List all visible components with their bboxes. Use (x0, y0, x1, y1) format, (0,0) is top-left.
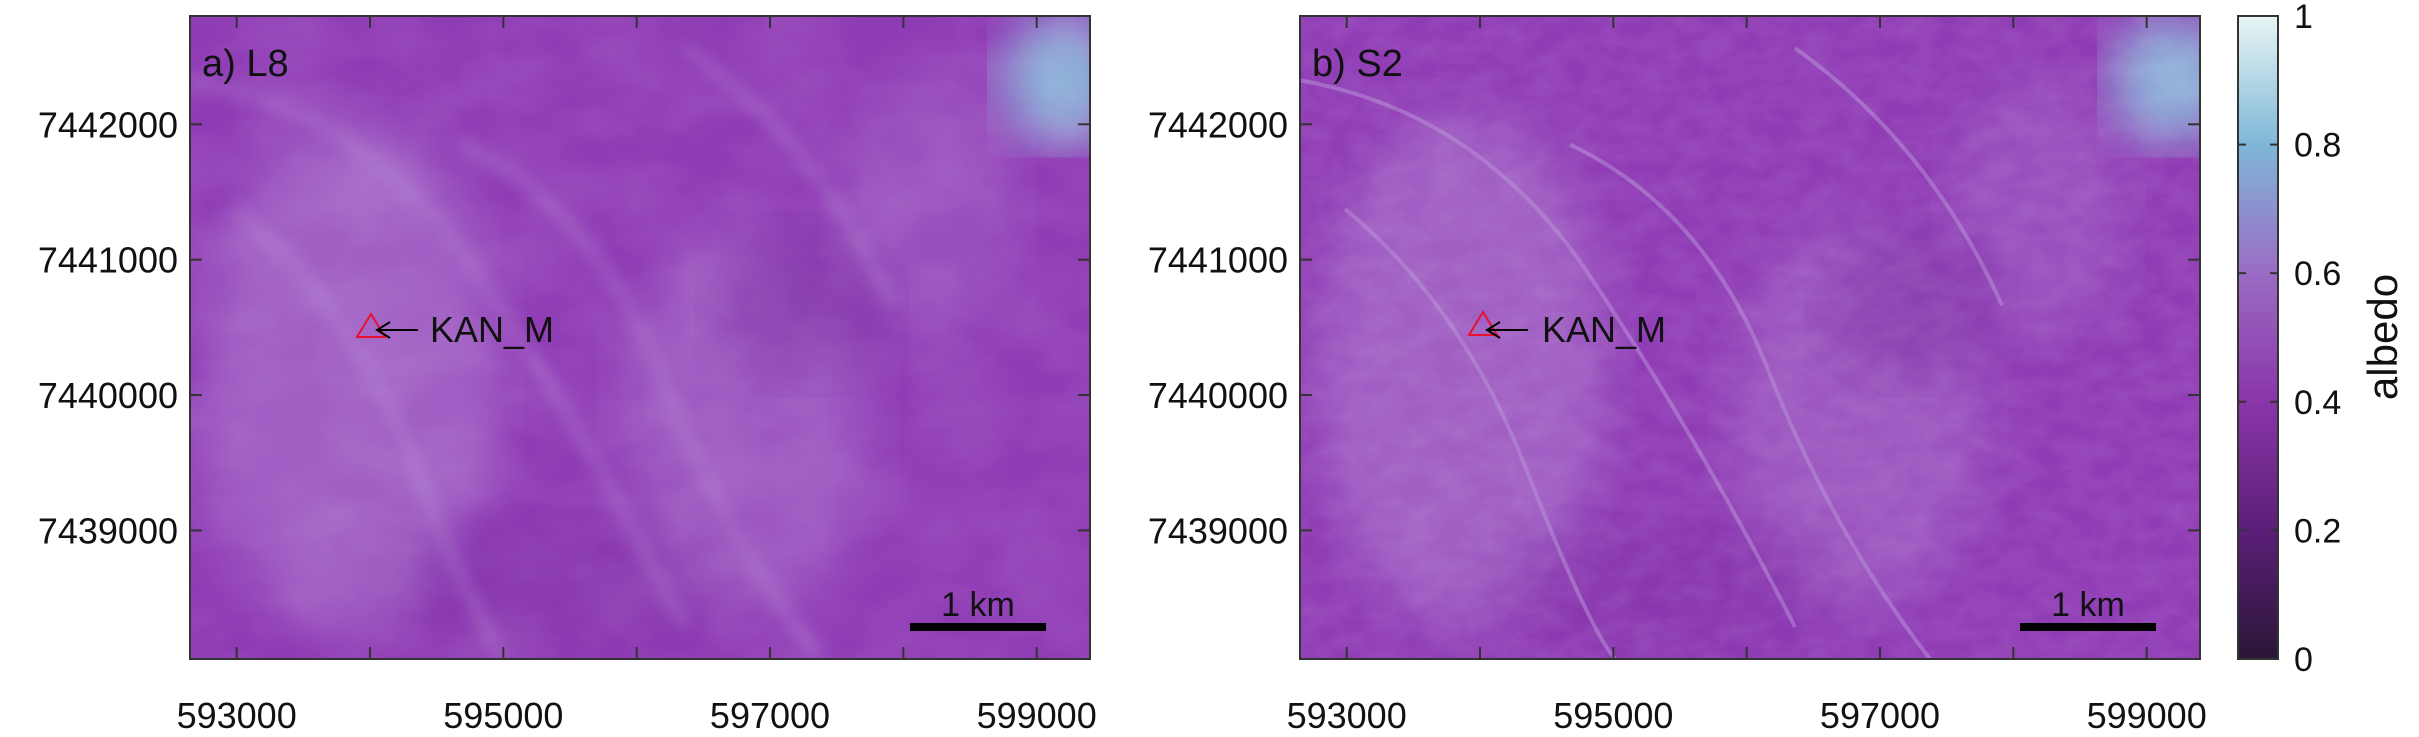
x-tick-label: 599000 (977, 695, 1097, 732)
x-tick-label: 595000 (1553, 695, 1673, 732)
colorbar-label: albedo (2359, 274, 2406, 400)
x-tick-label: 599000 (2087, 695, 2207, 732)
y-tick-label: 7440000 (38, 375, 178, 416)
y-tick-label: 7441000 (38, 240, 178, 281)
surface-features-s2 (1300, 16, 2200, 659)
colorbar-ramp (2237, 15, 2279, 660)
y-tick-label: 7440000 (1148, 375, 1288, 416)
colorbar-tick-label: 0.2 (2294, 512, 2341, 550)
surface-features-l8 (190, 16, 1090, 659)
colorbar-tick-label: 0.6 (2294, 255, 2341, 293)
scale-bar-s2 (2020, 623, 2156, 631)
y-tick-label: 7442000 (1148, 104, 1288, 145)
x-axis-ticks-s2: 593000 595000 597000 599000 (1287, 16, 2207, 736)
colorbar-tick-label: 1 (2294, 0, 2313, 36)
x-tick-label: 593000 (1287, 695, 1407, 732)
colorbar-tick-label: 0 (2294, 641, 2313, 679)
y-tick-label: 7439000 (1148, 510, 1288, 551)
arrow-head-icon (1485, 321, 1501, 339)
x-tick-label: 597000 (710, 695, 830, 732)
y-tick-label: 7439000 (38, 510, 178, 551)
scale-bar-l8 (910, 623, 1046, 631)
surface-texture (1300, 16, 2200, 659)
station-marker-icon (1467, 310, 1499, 336)
x-tick-label: 595000 (443, 695, 563, 732)
panel-label-s2: b) S2 (1312, 43, 1403, 85)
map-panel-l8: 593000 595000 597000 599000 744200074410007… (38, 15, 1097, 736)
colorbar-ticks: 0 0.2 0.4 0.6 0.8 1 (2238, 0, 2341, 679)
surface-texture (190, 16, 1090, 659)
y-tick-label: 7442000 (38, 104, 178, 145)
panel-label-l8: a) L8 (202, 43, 289, 85)
colorbar: 0 0.2 0.4 0.6 0.8 1 albedo (2237, 0, 2406, 679)
x-tick-label: 593000 (177, 695, 297, 732)
map-panel-s2: 593000 595000 597000 599000 744200074410007… (1148, 15, 2207, 736)
station-marker-icon (355, 312, 387, 338)
x-tick-label: 597000 (1820, 695, 1940, 732)
y-axis-ticks-l8: 7442000 7441000 7440000 7439000 (38, 104, 1090, 551)
arrow-head-icon (375, 321, 391, 339)
map-frame-s2 (1299, 15, 2201, 660)
station-label-s2: KAN_M (1542, 309, 1666, 350)
colorbar-tick-label: 0.4 (2294, 384, 2341, 422)
colorbar-tick-label: 0.8 (2294, 127, 2341, 165)
scale-label-l8: 1 km (941, 586, 1015, 624)
map-frame-l8 (189, 15, 1091, 660)
y-axis-ticks-s2: 7442000 7441000 7440000 7439000 (1148, 104, 2200, 551)
y-tick-label: 7441000 (1148, 240, 1288, 281)
station-label-l8: KAN_M (430, 309, 554, 350)
scale-label-s2: 1 km (2051, 586, 2125, 624)
x-axis-ticks-l8: 593000 595000 597000 599000 (177, 16, 1097, 736)
